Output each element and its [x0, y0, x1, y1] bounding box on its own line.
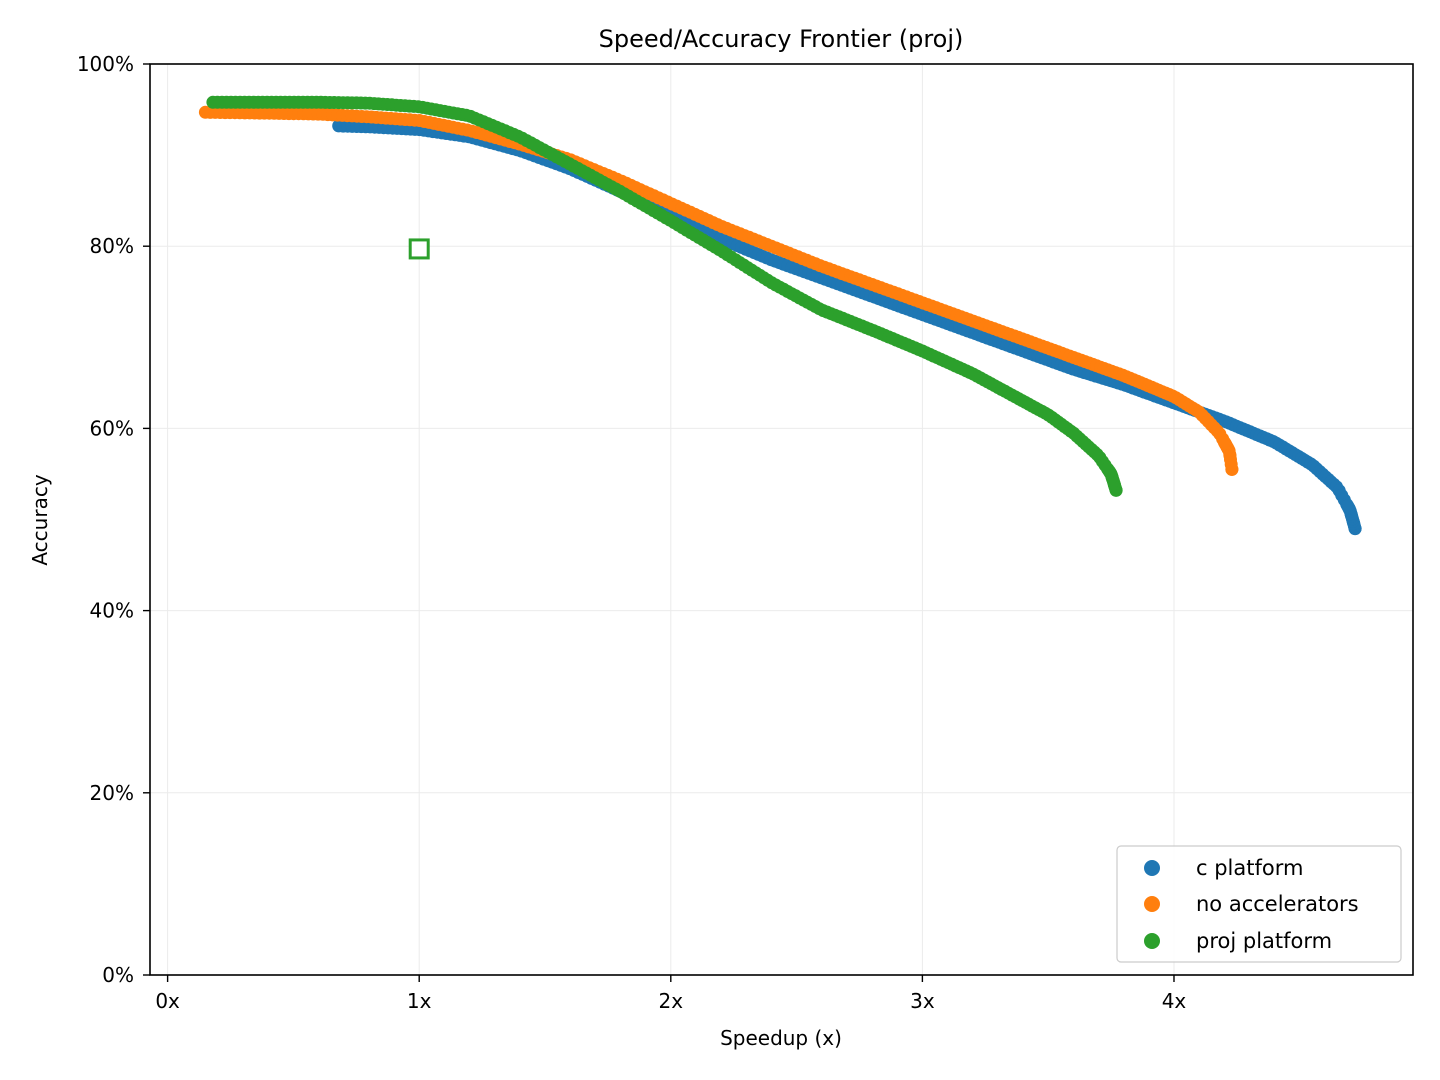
y-tick-label: 80%	[90, 234, 134, 258]
plot-frame	[149, 63, 1414, 976]
y-tick-label: 100%	[77, 52, 134, 76]
chart-title: Speed/Accuracy Frontier (proj)	[599, 25, 964, 53]
legend-box	[1116, 845, 1402, 963]
x-tick-label: 1x	[407, 989, 432, 1013]
data-points	[198, 95, 1362, 536]
x-axis-title: Speedup (x)	[720, 1026, 842, 1050]
legend-label-c-platform: c platform	[1196, 856, 1303, 880]
x-tick-label: 0x	[155, 989, 180, 1013]
legend: c platform no accelerators proj platform	[1116, 845, 1402, 963]
point-proj-platform	[1102, 463, 1116, 477]
legend-label-proj-platform: proj platform	[1196, 929, 1332, 953]
legend-label-no-accelerators: no accelerators	[1196, 892, 1359, 916]
y-tick-label: 40%	[90, 599, 134, 623]
y-tick-label: 20%	[90, 781, 134, 805]
y-tick-label: 60%	[90, 416, 134, 440]
legend-marker-proj-platform	[1144, 933, 1160, 949]
point-c-platform	[1341, 499, 1355, 513]
y-tick-label: 0%	[102, 963, 134, 987]
legend-marker-c-platform	[1144, 860, 1160, 876]
x-tick-label: 4x	[1162, 989, 1187, 1013]
y-axis-title: Accuracy	[28, 474, 52, 565]
x-tick-label: 3x	[910, 989, 935, 1013]
reference-point-marker	[408, 238, 430, 260]
point-no-accelerators	[1217, 435, 1231, 449]
x-tick-label: 2x	[659, 989, 684, 1013]
axes: 0x 1x 2x 3x 4x 0% 20% 40% 60% 80% 100%	[77, 52, 1187, 1013]
legend-marker-no-accelerators	[1144, 896, 1160, 912]
